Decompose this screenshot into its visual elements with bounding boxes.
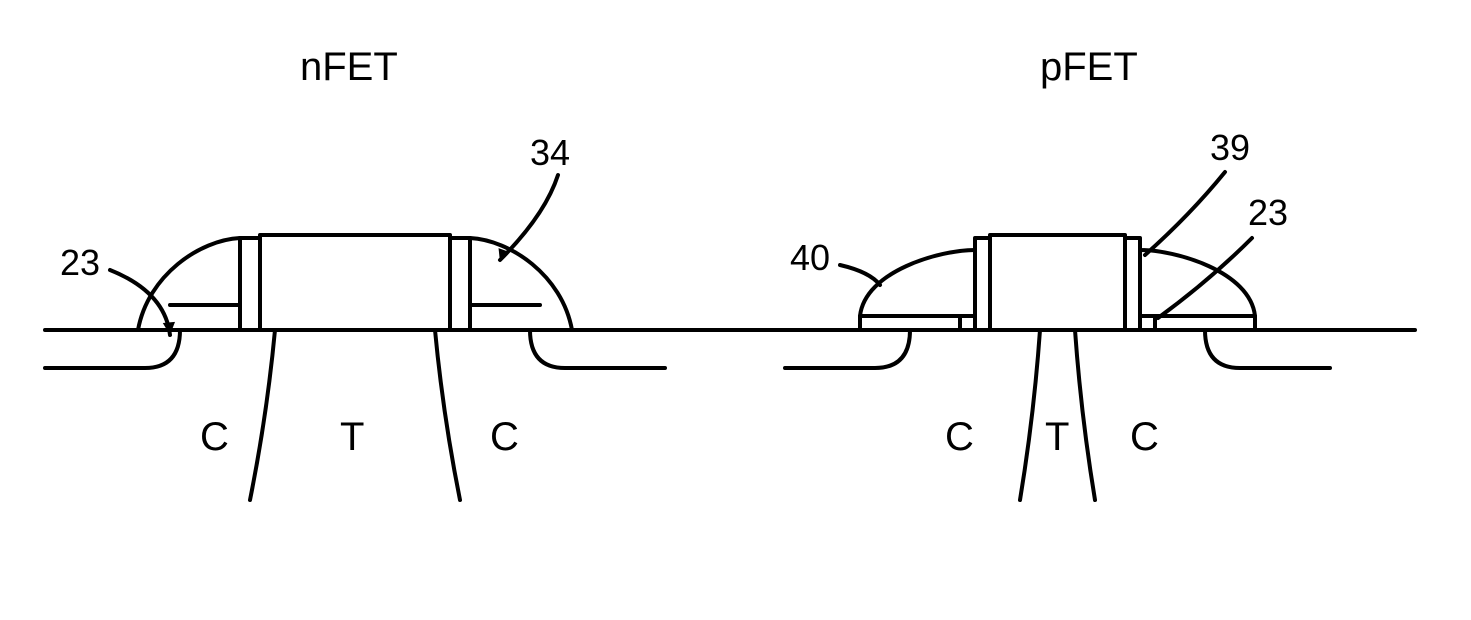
svg-text:40: 40: [790, 237, 830, 278]
nfet-device: nFET C T C 23 34: [45, 45, 665, 500]
svg-text:23: 23: [1248, 192, 1288, 233]
svg-text:C: C: [200, 415, 229, 459]
technical-diagram: nFET C T C 23 34 pFET C T C 40 39 23: [0, 0, 1471, 620]
svg-text:T: T: [1045, 415, 1069, 459]
svg-text:C: C: [945, 415, 974, 459]
svg-text:nFET: nFET: [300, 45, 398, 89]
svg-text:23: 23: [60, 242, 100, 283]
svg-text:T: T: [340, 415, 364, 459]
svg-text:39: 39: [1210, 127, 1250, 168]
svg-text:C: C: [490, 415, 519, 459]
svg-text:pFET: pFET: [1040, 45, 1138, 89]
svg-text:C: C: [1130, 415, 1159, 459]
pfet-device: pFET C T C 40 39 23: [785, 45, 1330, 500]
svg-text:34: 34: [530, 132, 570, 173]
